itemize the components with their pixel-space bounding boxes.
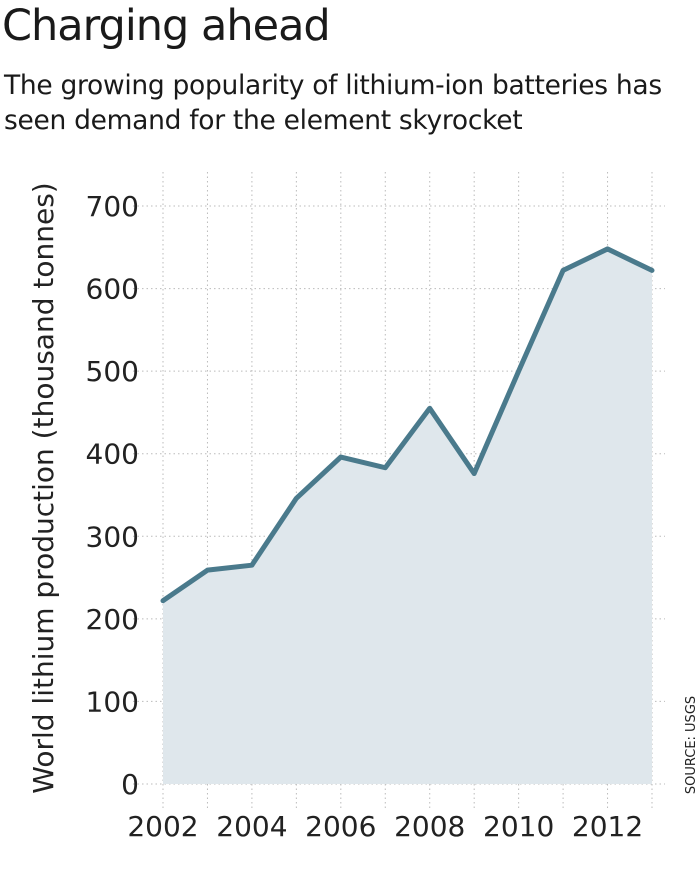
y-tick-label: 100 (86, 685, 139, 718)
x-tick-label: 2012 (572, 810, 643, 843)
x-tick-label: 2002 (127, 810, 198, 843)
chart-subtitle: The growing popularity of lithium-ion ba… (4, 70, 662, 136)
y-axis-ticks: 0 100 200 300 400 500 600 700 (86, 190, 139, 801)
area-fill (163, 248, 652, 785)
x-tick-label: 2010 (483, 810, 554, 843)
y-tick-label: 200 (86, 603, 139, 636)
source-note: SOURCE: USGS (684, 696, 699, 794)
x-tick-label: 2008 (394, 810, 465, 843)
series-line (160, 246, 655, 604)
y-tick-label: 700 (86, 190, 139, 223)
chart-title: Charging ahead (2, 1, 331, 51)
x-tick-label: 2004 (216, 810, 287, 843)
y-tick-label: 0 (121, 768, 139, 801)
y-tick-label: 400 (86, 438, 139, 471)
y-tick-label: 600 (86, 273, 139, 306)
y-tick-label: 500 (86, 355, 139, 388)
x-tick-label: 2006 (305, 810, 376, 843)
y-tick-label: 300 (86, 520, 139, 553)
y-axis-label: World lithium production (thousand tonne… (27, 182, 60, 793)
x-axis-ticks: 2002 2004 2006 2008 2010 2012 (127, 810, 643, 843)
